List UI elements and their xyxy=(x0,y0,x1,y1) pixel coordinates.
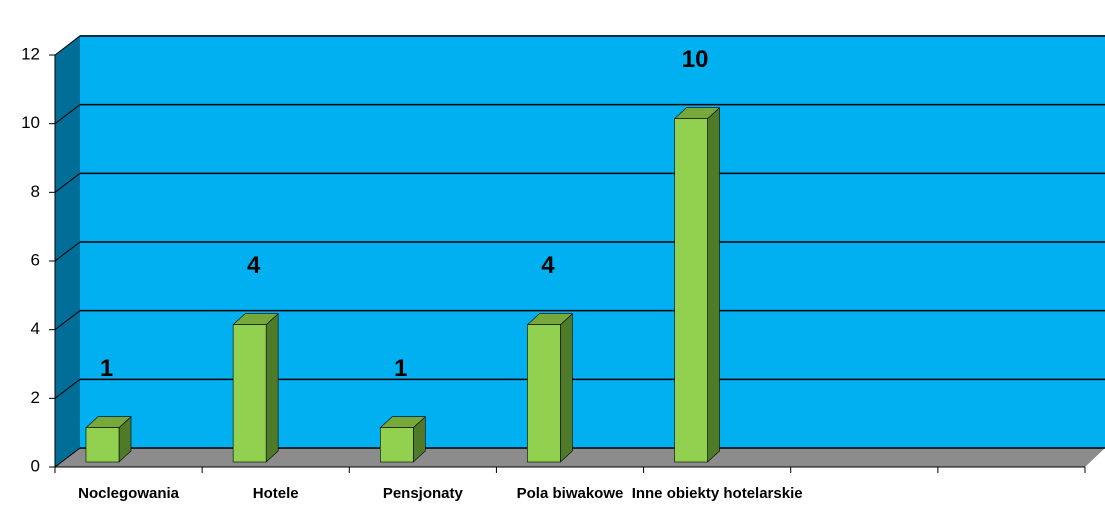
grid-line xyxy=(54,35,81,56)
x-tick-label: Pensjonaty xyxy=(383,485,464,502)
y-tick-label: 0 xyxy=(31,456,40,475)
grid-line xyxy=(54,104,81,125)
bar-side xyxy=(560,312,573,463)
grid-line xyxy=(54,378,81,399)
y-tick-label: 6 xyxy=(31,250,40,269)
x-tick-label: Hotele xyxy=(253,485,299,502)
data-label: 4 xyxy=(247,252,261,279)
bar xyxy=(379,427,414,463)
bar xyxy=(674,118,708,463)
y-tick-label: 4 xyxy=(31,319,40,338)
bar xyxy=(232,324,267,463)
grid-line xyxy=(54,447,81,468)
y-tick-label: 8 xyxy=(31,182,40,201)
data-label: 1 xyxy=(100,355,113,382)
x-tick-label: Noclegowania xyxy=(78,485,180,502)
y-tick-label: 10 xyxy=(21,113,40,132)
data-label: 10 xyxy=(682,46,709,73)
y-tick-label: 2 xyxy=(31,388,40,407)
bar-side xyxy=(265,312,279,463)
data-label: 1 xyxy=(394,355,407,382)
grid-line xyxy=(54,241,81,262)
floor xyxy=(55,448,1105,467)
x-tick-label: Pola biwakowe xyxy=(517,485,624,502)
bar xyxy=(85,427,120,463)
y-tick-label: 12 xyxy=(21,44,40,63)
x-tick-label: Inne obiekty hotelarskie xyxy=(632,485,803,502)
data-label: 4 xyxy=(541,252,555,279)
bar xyxy=(527,324,561,463)
grid-line xyxy=(54,310,81,331)
grid-line xyxy=(54,172,81,193)
bar-side xyxy=(707,106,720,463)
